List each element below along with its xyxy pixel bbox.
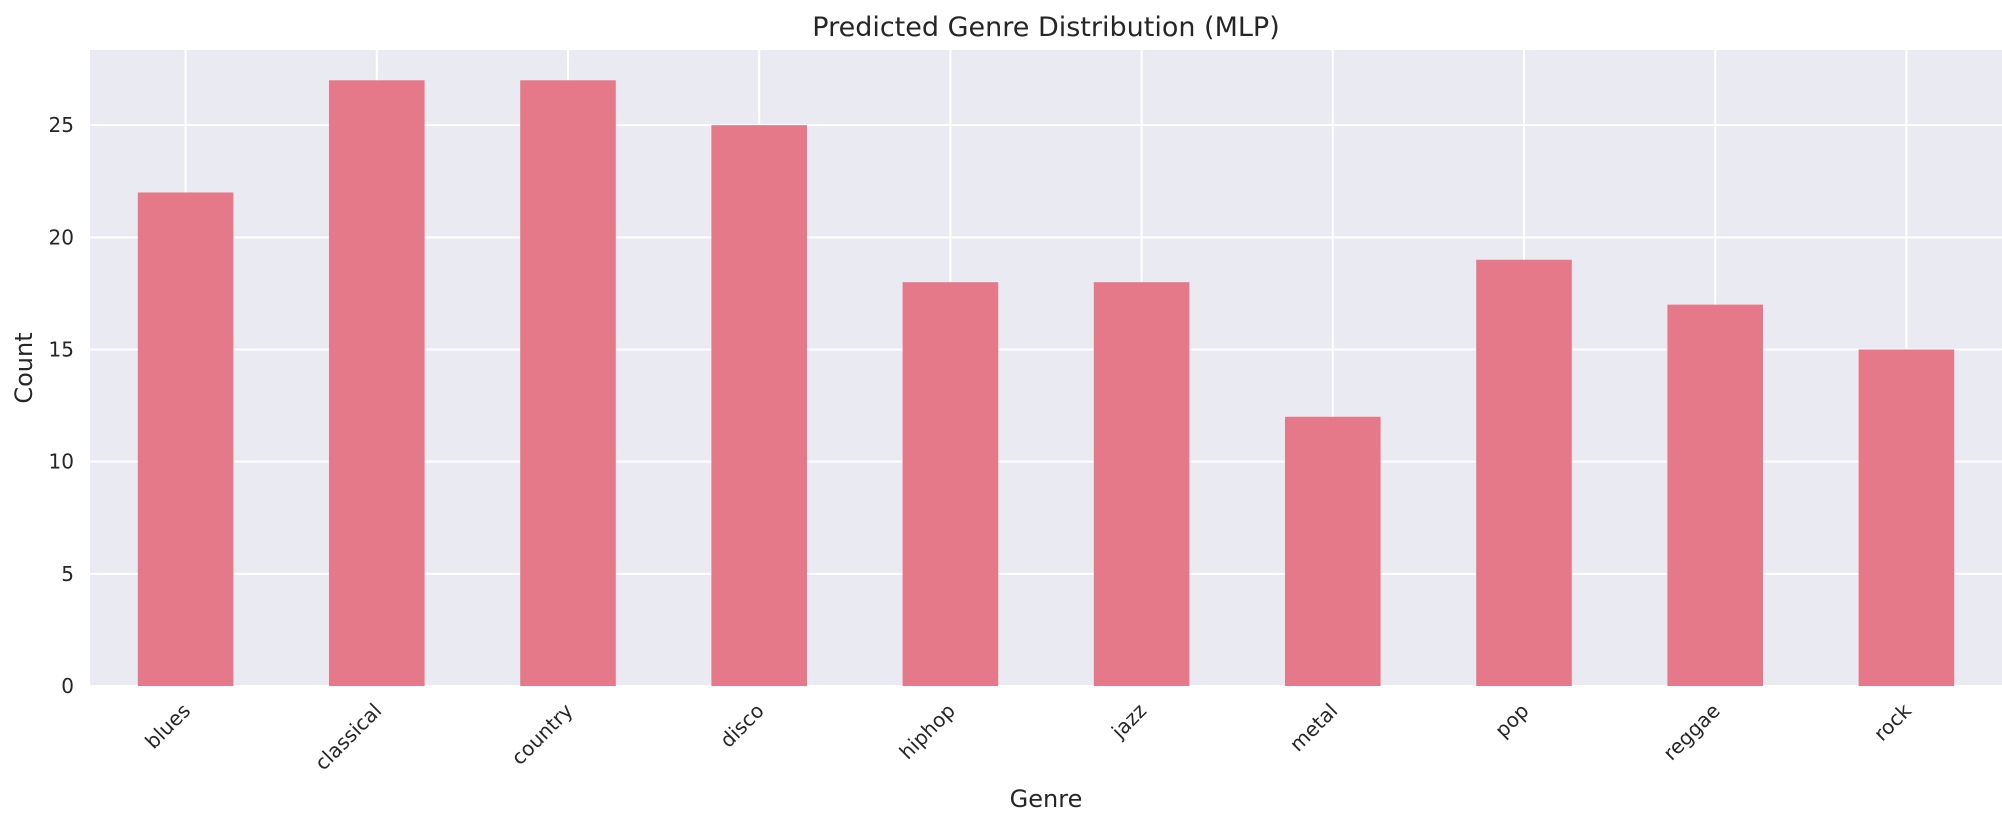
y-tick-label: 15 bbox=[49, 337, 74, 361]
bar-reggae bbox=[1667, 304, 1763, 686]
y-tick-label: 0 bbox=[61, 674, 74, 698]
x-tick-label-classical: classical bbox=[310, 699, 386, 775]
bar-blues bbox=[137, 192, 234, 687]
bar-hiphop bbox=[902, 282, 999, 686]
bar-classical bbox=[329, 80, 425, 687]
x-axis-label: Genre bbox=[1010, 785, 1083, 813]
x-tick-label-jazz: jazz bbox=[1106, 699, 1151, 744]
bars bbox=[137, 80, 1955, 687]
x-tick-label-pop: pop bbox=[1490, 699, 1534, 743]
bar-metal bbox=[1285, 416, 1381, 686]
x-tick-label-blues: blues bbox=[140, 699, 195, 754]
bar-country bbox=[520, 80, 616, 687]
x-tick-label-country: country bbox=[506, 698, 577, 769]
bar-rock bbox=[1858, 349, 1955, 686]
x-tick-label-disco: disco bbox=[715, 699, 769, 753]
y-tick-labels: 0 5 10 15 20 25 bbox=[49, 113, 74, 698]
x-tick-label-hiphop: hiphop bbox=[894, 699, 959, 764]
bar-disco bbox=[711, 125, 807, 686]
x-tick-label-rock: rock bbox=[1869, 698, 1916, 745]
y-tick-label: 20 bbox=[49, 225, 74, 249]
bar-jazz bbox=[1093, 282, 1190, 686]
x-tick-labels: blues classical country disco hiphop jazz meta… bbox=[140, 698, 1916, 775]
bar-pop bbox=[1476, 259, 1572, 686]
x-tick-label-metal: metal bbox=[1285, 699, 1343, 757]
y-tick-label: 5 bbox=[61, 562, 74, 586]
y-axis-label: Count bbox=[10, 332, 38, 403]
y-tick-label: 25 bbox=[49, 113, 74, 137]
chart-title: Predicted Genre Distribution (MLP) bbox=[812, 12, 1279, 43]
y-tick-label: 10 bbox=[49, 450, 74, 474]
x-tick-label-reggae: reggae bbox=[1658, 699, 1725, 766]
